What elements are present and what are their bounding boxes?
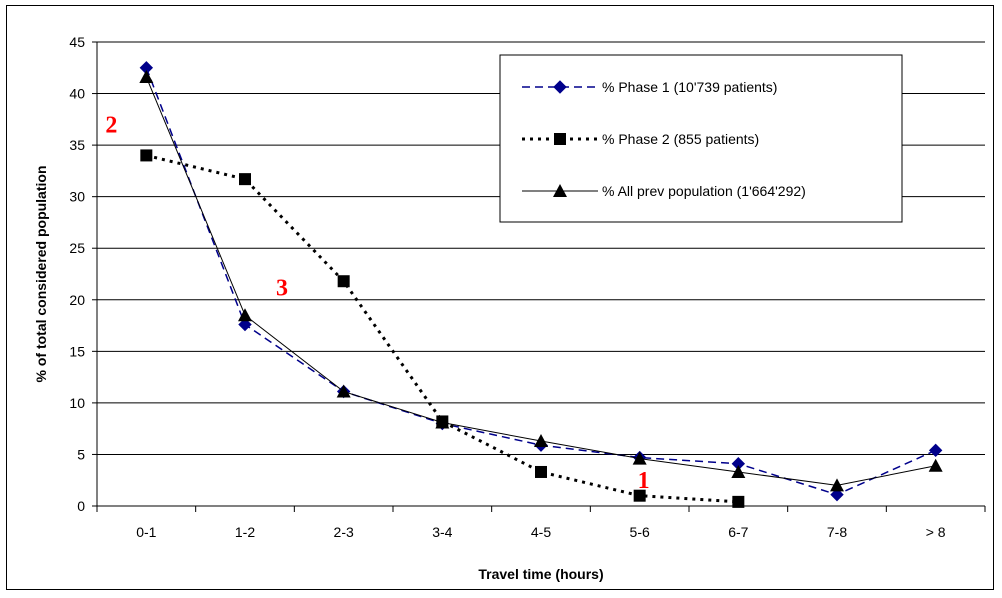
series-3-point [435, 415, 450, 429]
annotations: 2 3 1 [105, 112, 649, 494]
x-tick-label: 2-3 [334, 524, 354, 540]
series-2-point [337, 275, 350, 288]
annotation-label: 2 [105, 112, 117, 138]
annotation-label: 3 [276, 275, 288, 301]
legend-entry-label: % Phase 1 (10'739 patients) [602, 79, 777, 95]
series-2-point [140, 149, 153, 162]
legend-entry-label: % All prev population (1'664'292) [602, 183, 806, 199]
series-3-point [336, 384, 351, 398]
x-tick-label: 4-5 [531, 524, 551, 540]
series-2-point [239, 173, 251, 186]
annotation-label: 1 [638, 468, 650, 494]
y-tick-label: 30 [69, 189, 85, 205]
x-tick-label: 1-2 [235, 524, 255, 540]
y-tick-label: 25 [69, 240, 85, 256]
y-tick-label: 15 [69, 343, 85, 359]
y-tick-label: 10 [69, 395, 85, 411]
legend: % Phase 1 (10'739 patients) % Phase 2 (85… [499, 54, 903, 223]
legend-swatch-marker [554, 133, 566, 145]
series-3-point [632, 451, 647, 465]
legend-swatch-marker [553, 80, 567, 94]
y-tick-label: 45 [69, 34, 85, 50]
y-tick-label: 20 [69, 292, 85, 308]
series-1-point [928, 443, 943, 458]
x-tick-label: 7-8 [827, 524, 847, 540]
series-2-point [535, 465, 547, 478]
series-1-point [830, 487, 844, 502]
y-tick-label: 0 [77, 498, 85, 514]
axes: 0 5 10 15 20 25 30 35 40 45 0-1 1-2 2-3 3-4 4-5 5-6 6-7 7… [69, 34, 986, 540]
y-tick-label: 5 [77, 446, 85, 462]
series-2-point [732, 495, 745, 508]
series-3 [139, 70, 943, 492]
x-tick-label: 3-4 [432, 524, 452, 540]
series-3-point [238, 308, 252, 322]
y-tick-label: 40 [69, 86, 85, 102]
x-tick-label: 5-6 [630, 524, 650, 540]
series-3-point [830, 478, 844, 492]
y-tick-label: 35 [69, 137, 85, 153]
series-3-point [534, 434, 548, 448]
series-1-point [238, 317, 252, 332]
x-axis-title: Travel time (hours) [478, 566, 603, 582]
y-axis-title: % of total considered population [33, 166, 49, 383]
legend-swatch-marker [553, 184, 567, 197]
x-tick-label: > 8 [926, 524, 946, 540]
legend-box [499, 54, 903, 223]
x-tick-label: 0-1 [136, 524, 156, 540]
series-3-point [928, 458, 943, 472]
x-tick-label: 6-7 [728, 524, 748, 540]
legend-entry-label: % Phase 2 (855 patients) [602, 131, 759, 147]
series-layer [139, 61, 943, 508]
series-3-point [731, 464, 746, 478]
series-2-point [633, 489, 646, 502]
series-3-point [139, 70, 154, 84]
